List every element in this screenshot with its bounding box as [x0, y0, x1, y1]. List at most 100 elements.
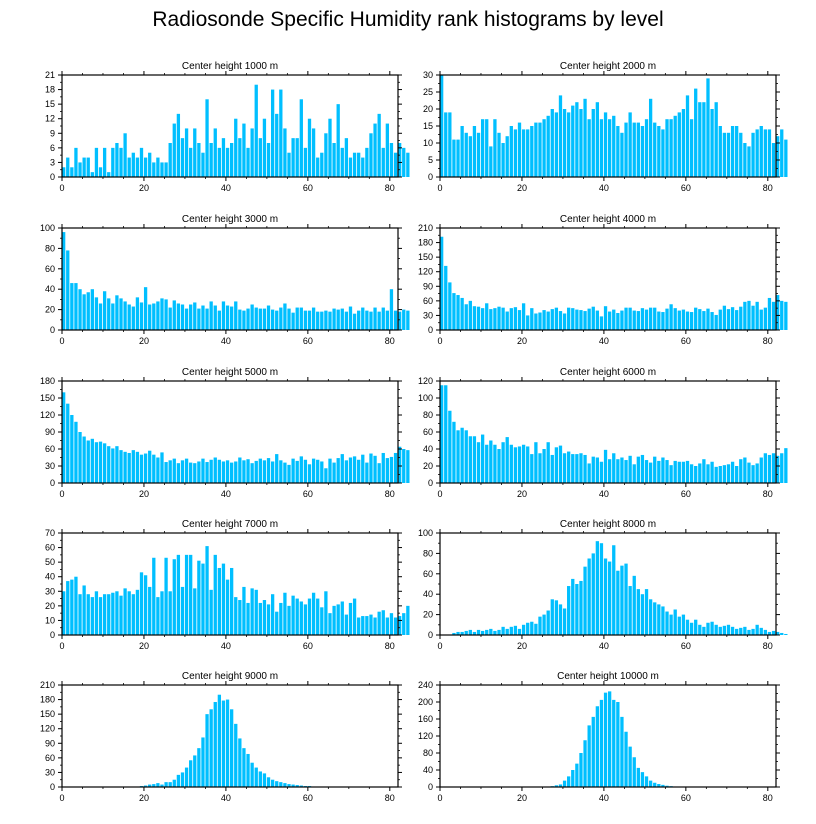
- histogram-bar: [242, 460, 246, 483]
- histogram-bar: [677, 461, 681, 483]
- histogram-bar: [283, 592, 287, 635]
- histogram-bar: [509, 444, 513, 483]
- histogram-bar: [636, 589, 640, 635]
- histogram-bar: [530, 308, 534, 330]
- histogram-bar: [591, 306, 595, 330]
- histogram-bar: [616, 570, 620, 635]
- histogram-bar: [493, 308, 497, 330]
- histogram-bar: [583, 98, 587, 177]
- histogram-bar: [546, 442, 550, 483]
- histogram-bar: [735, 628, 739, 635]
- histogram-bar: [669, 119, 673, 177]
- histogram-bar: [735, 310, 739, 330]
- histogram-bar: [393, 152, 398, 177]
- histogram-bar: [361, 307, 365, 330]
- histogram-bar: [148, 304, 152, 330]
- histogram-bar: [681, 614, 686, 635]
- histogram-bar: [160, 452, 164, 483]
- histogram-panel: Center height 7000 m 0 10 20 30 40 50 60 70 0 20 40…: [45, 519, 410, 651]
- histogram-bar: [180, 138, 185, 177]
- histogram-bar: [452, 632, 456, 635]
- histogram-bar: [513, 307, 518, 330]
- histogram-bar: [398, 616, 402, 635]
- histogram-bar: [517, 122, 522, 177]
- histogram-bar: [225, 147, 230, 177]
- histogram-bar: [377, 113, 381, 177]
- x-tick-label: 80: [385, 641, 395, 651]
- histogram-bar: [747, 462, 751, 483]
- histogram-bar: [78, 162, 82, 177]
- histogram-panel: Center height 3000 m 0 20 40 60 80 100 0 20 40 60 8…: [40, 214, 410, 346]
- histogram-bar: [152, 784, 156, 787]
- histogram-bar: [74, 421, 78, 483]
- histogram-bar: [489, 440, 493, 483]
- histogram-bar: [632, 757, 636, 787]
- histogram-bar: [509, 308, 513, 330]
- histogram-bar: [258, 602, 262, 635]
- histogram-bar: [143, 785, 148, 787]
- x-tick-label: 0: [437, 489, 442, 499]
- histogram-bar: [575, 763, 579, 788]
- histogram-bar: [193, 302, 197, 330]
- histogram-bar: [287, 784, 291, 787]
- histogram-bar: [579, 109, 583, 177]
- histogram-bar: [603, 306, 608, 330]
- histogram-bar: [665, 119, 669, 177]
- histogram-bar: [217, 567, 222, 635]
- histogram-bar: [225, 699, 230, 787]
- y-tick-label: 25: [423, 87, 433, 97]
- y-tick-label: 60: [45, 264, 55, 274]
- histogram-bar: [468, 300, 472, 330]
- histogram-bar: [521, 624, 526, 635]
- histogram-bar: [587, 308, 591, 330]
- histogram-bar: [661, 312, 665, 330]
- histogram-bar: [373, 455, 377, 483]
- histogram-bar: [406, 605, 410, 635]
- histogram-bar: [320, 461, 324, 483]
- histogram-bar: [546, 115, 550, 177]
- histogram-bar: [628, 307, 632, 330]
- histogram-bar: [776, 455, 780, 483]
- histogram-bar: [648, 780, 653, 788]
- histogram-bar: [440, 385, 444, 483]
- histogram-bar: [689, 119, 694, 177]
- histogram-bar: [62, 167, 66, 177]
- histogram-bar: [234, 118, 238, 177]
- histogram-bar: [156, 783, 160, 787]
- histogram-bar: [78, 594, 82, 635]
- histogram-bar: [184, 554, 189, 635]
- histogram-bar: [571, 454, 575, 483]
- histogram-bar: [238, 738, 242, 787]
- histogram-bar: [653, 782, 657, 787]
- y-tick-label: 90: [423, 281, 433, 291]
- histogram-bar: [636, 456, 640, 483]
- histogram-bar: [640, 308, 645, 330]
- histogram-bar: [567, 451, 571, 483]
- histogram-bar: [291, 784, 295, 787]
- histogram-bar: [201, 737, 205, 787]
- histogram-bar: [344, 138, 349, 177]
- y-tick-label: 150: [418, 252, 433, 262]
- histogram-bar: [677, 112, 681, 177]
- y-tick-label: 5: [428, 155, 433, 165]
- histogram-bar: [295, 138, 299, 177]
- histogram-bar: [307, 118, 312, 177]
- histogram-bar: [776, 631, 780, 635]
- histogram-bar: [780, 453, 784, 483]
- histogram-bar: [381, 147, 385, 177]
- histogram-bar: [730, 626, 735, 635]
- histogram-bar: [152, 162, 156, 177]
- histogram-bar: [258, 138, 262, 177]
- histogram-bar: [599, 119, 604, 177]
- histogram-bar: [751, 465, 755, 483]
- histogram-bar: [123, 451, 127, 483]
- histogram-bar: [168, 143, 172, 177]
- histogram-bar: [648, 599, 653, 635]
- histogram-bar: [275, 611, 279, 635]
- histogram-bar: [480, 119, 485, 177]
- histogram-bar: [448, 282, 452, 330]
- histogram-bar: [299, 601, 303, 635]
- histogram-bar: [94, 442, 99, 483]
- histogram-bar: [143, 157, 148, 177]
- histogram-bar: [608, 119, 612, 177]
